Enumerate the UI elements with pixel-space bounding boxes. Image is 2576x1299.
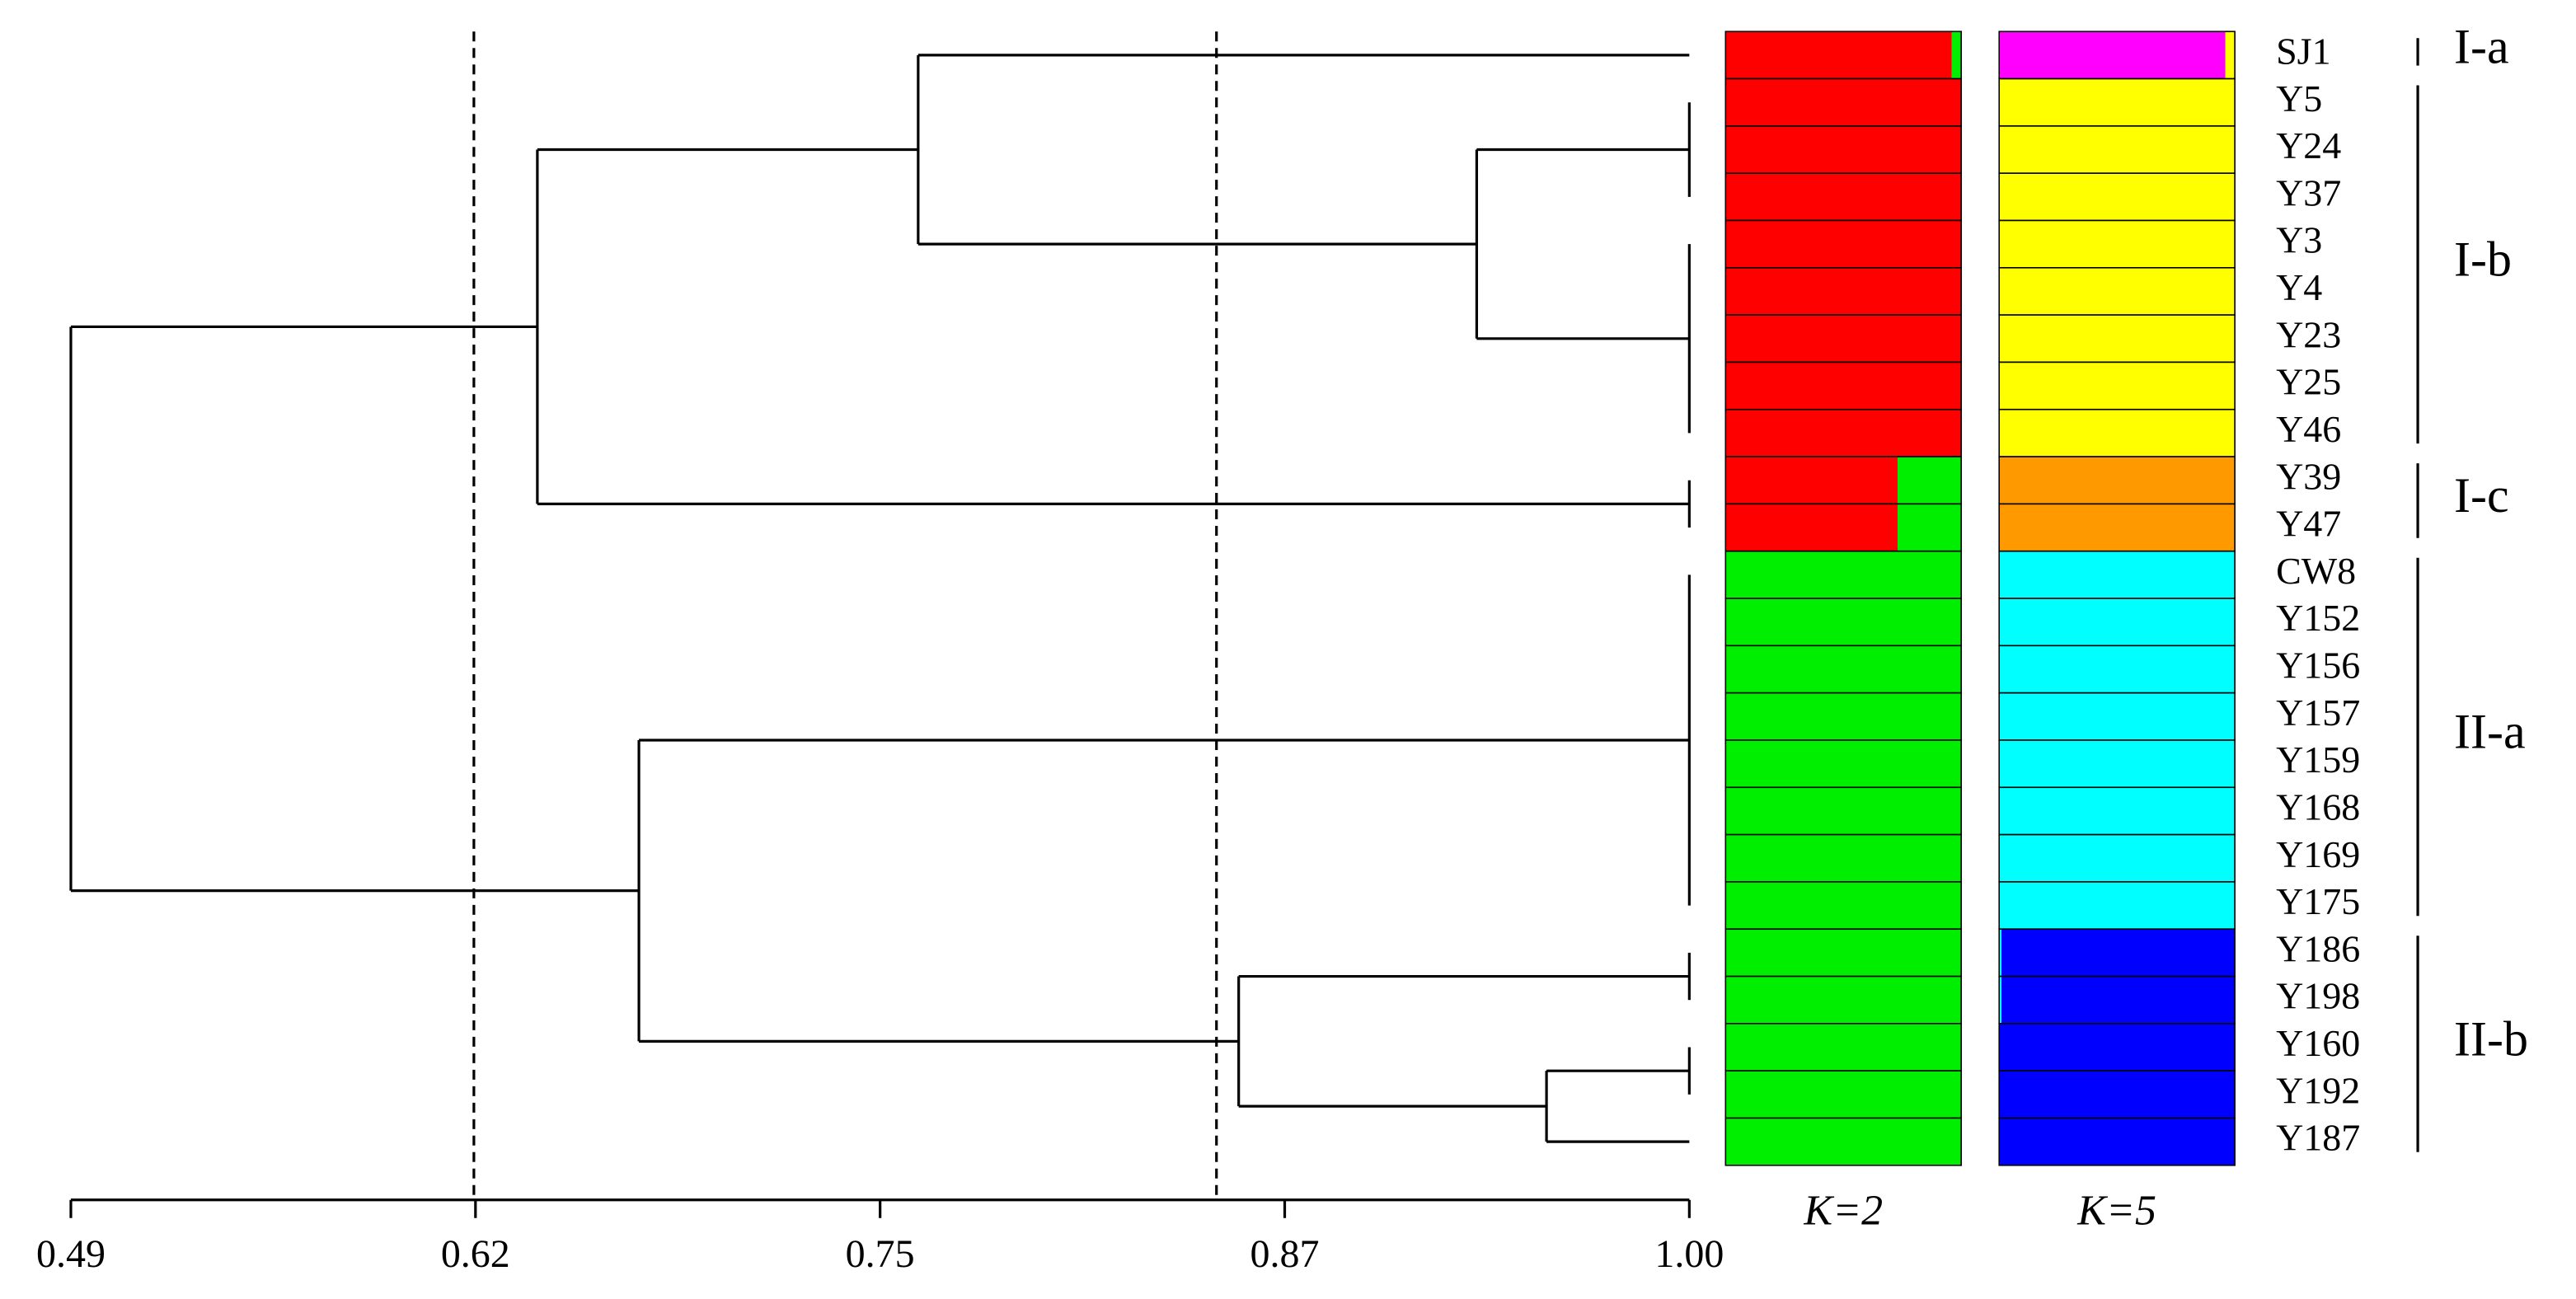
leaf-label: Y198 <box>2276 975 2360 1017</box>
structure-segment <box>1725 881 1962 930</box>
leaf-label: Y160 <box>2276 1022 2360 1064</box>
structure-segment <box>1999 598 2236 646</box>
structure-label: K=5 <box>2076 1188 2156 1235</box>
structure-segment <box>1725 362 1962 410</box>
structure-segment <box>1725 976 1962 1024</box>
row-outline <box>1724 1117 1963 1166</box>
x-tick-label: 0.49 <box>36 1232 106 1276</box>
structure-segment <box>1725 834 1962 882</box>
structure-segment <box>1999 1071 2236 1118</box>
row-outline <box>1998 1117 2236 1166</box>
x-tick-label: 1.00 <box>1654 1232 1724 1276</box>
structure-segment <box>1999 31 2226 79</box>
group-label: I-c <box>2454 468 2509 523</box>
structure-segment <box>1999 881 2236 930</box>
structure-segment <box>1999 692 2236 740</box>
structure-segment <box>1725 267 1962 316</box>
structure-segment <box>1999 739 2236 788</box>
structure-segment <box>1725 457 1898 504</box>
structure-segment <box>2001 976 2236 1024</box>
structure-segment <box>1725 645 1962 693</box>
leaf-label: Y152 <box>2276 597 2360 639</box>
leaf-label: SJ1 <box>2276 30 2330 72</box>
group-label: I-a <box>2454 20 2509 74</box>
leaf-label: CW8 <box>2276 550 2356 592</box>
structure-segment <box>1725 1071 1962 1118</box>
structure-segment <box>1725 1118 1962 1165</box>
structure-segment <box>1999 551 2236 599</box>
structure-segment <box>1898 457 1962 504</box>
structure-segment <box>1999 787 2236 835</box>
leaf-label: Y187 <box>2276 1117 2360 1159</box>
structure-segment <box>1725 409 1962 457</box>
structure-segment <box>2225 31 2236 79</box>
leaf-label: Y186 <box>2276 927 2360 969</box>
structure-segment <box>1999 220 2236 268</box>
group-label: II-b <box>2454 1011 2528 1066</box>
leaf-label: Y157 <box>2276 692 2360 734</box>
leaf-label: Y23 <box>2276 313 2341 355</box>
structure-segment <box>1951 31 1962 79</box>
structure-segment <box>1725 315 1962 363</box>
structure-segment <box>1725 598 1962 646</box>
leaf-label: Y46 <box>2276 408 2341 450</box>
structure-segment <box>1725 220 1962 268</box>
structure-segment <box>1999 929 2002 977</box>
structure-segment <box>1999 125 2236 174</box>
x-tick-label: 0.75 <box>846 1232 915 1276</box>
leaf-label: Y169 <box>2276 833 2360 875</box>
structure-segment <box>1999 834 2236 882</box>
structure-segment <box>1999 1118 2236 1165</box>
structure-segment <box>1725 739 1962 788</box>
x-tick-label: 0.62 <box>441 1232 510 1276</box>
structure-segment <box>2001 929 2236 977</box>
group-label: I-b <box>2454 232 2512 287</box>
leaf-label: Y47 <box>2276 503 2341 545</box>
leaf-label: Y156 <box>2276 645 2360 687</box>
structure-segment <box>1725 787 1962 835</box>
structure-segment <box>1725 78 1962 126</box>
structure-segment <box>1999 504 2236 551</box>
structure-segment <box>1725 31 1952 79</box>
structure-segment <box>1999 78 2236 126</box>
structure-segment <box>1725 125 1962 174</box>
leaf-label: Y25 <box>2276 361 2341 403</box>
leaf-label: Y3 <box>2276 219 2322 261</box>
leaf-label: Y24 <box>2276 124 2341 166</box>
leaf-label: Y5 <box>2276 77 2322 120</box>
group-label: II-a <box>2454 705 2526 759</box>
x-tick-label: 0.87 <box>1250 1232 1320 1276</box>
structure-segment <box>1898 504 1962 551</box>
structure-segment <box>1999 976 2002 1024</box>
leaf-label: Y175 <box>2276 880 2360 922</box>
structure-segment <box>1725 692 1962 740</box>
leaf-label: Y39 <box>2276 455 2341 497</box>
structure-segment <box>1999 1023 2236 1072</box>
structure-segment <box>1725 504 1898 551</box>
leaf-label: Y168 <box>2276 785 2360 828</box>
structure-label: K=2 <box>1803 1188 1883 1235</box>
structure-segment <box>1999 267 2236 316</box>
structure-segment <box>1725 551 1962 599</box>
structure-segment <box>1725 1023 1962 1072</box>
structure-segment <box>1725 173 1962 221</box>
structure-segment <box>1999 315 2236 363</box>
structure-segment <box>1999 173 2236 221</box>
leaf-label: Y4 <box>2276 266 2322 308</box>
structure-segment <box>1999 645 2236 693</box>
leaf-label: Y37 <box>2276 171 2341 213</box>
structure-segment <box>1725 929 1962 977</box>
leaf-label: Y159 <box>2276 739 2360 781</box>
structure-segment <box>1999 409 2236 457</box>
structure-segment <box>1999 362 2236 410</box>
structure-segment <box>1999 457 2236 504</box>
leaf-label: Y192 <box>2276 1069 2360 1111</box>
